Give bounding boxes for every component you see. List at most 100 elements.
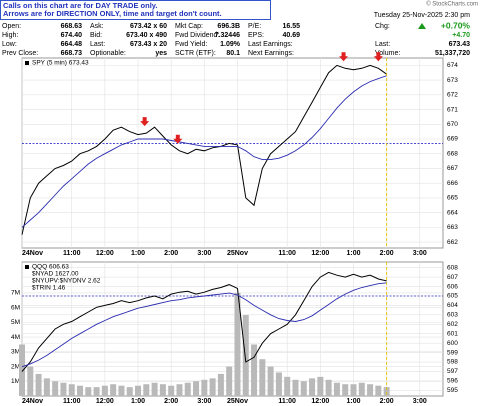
volume-bar [35,373,42,396]
y-tick-label: 670 [447,121,458,128]
date: Tuesday 25-Nov-2025 2:30 pm [374,12,470,19]
direction-arrow [339,52,349,62]
direction-arrow [173,134,183,144]
price-line [21,75,387,228]
quote-value: 668.63 [61,23,83,30]
chg: +4.70 [452,32,470,39]
volume-bar [284,376,291,396]
volume-bar [27,366,34,396]
quote-label: High: [2,32,18,39]
quote-value: 7.32446 [215,32,240,39]
volume: 51,337,720 [435,50,470,57]
quote-label: Last Earnings: [248,41,293,48]
x-tick-label: 3:00 [413,250,427,257]
y-tick-label: 596 [447,378,458,385]
quote-value: 673.40 x 490 [126,32,167,39]
volume-bar [176,384,183,396]
quote-label: Next Earnings: [248,50,294,57]
plot-area [21,261,444,397]
up-icon [418,23,426,29]
notice-line: Calls on this chart are for DAY TRADE on… [3,1,157,10]
notice-line: Arrows are for DIRECTION ONLY, time and … [3,9,222,18]
y-tick-label: 669 [447,136,458,143]
y-tick-label: 672 [447,92,458,99]
quote-value: 40.69 [282,32,300,39]
price-line [21,271,387,372]
watermark: © StockCharts.com [426,1,478,8]
y-tick-label: 667 [447,165,458,172]
x-tick-label: 12:00 [96,250,114,257]
quote-value: yes [155,50,167,57]
volume-bar [367,384,374,396]
volume-bar [193,381,200,396]
volume-bar [383,387,390,396]
quote-value: 668.73 [61,50,83,57]
quote-label: P/E: [248,23,261,30]
y-tick-label: 666 [447,180,458,187]
y-tick-label: 603 [447,312,458,319]
legend-entry: $NYAD 1627.00 [32,271,79,278]
x-tick-label: 2:00 [380,398,394,405]
quote-label: Bid: [90,32,102,39]
y-tick-label: 668 [447,150,458,157]
legend-swatch [25,265,29,269]
x-tick-label: 25Nov [227,250,248,257]
volume-bar [43,378,50,396]
quote-value: 80.1 [226,50,240,57]
price-line [21,282,387,368]
volume-bar [60,382,67,396]
legend-entry: $NYUPV:$NYDNV 2.62 [32,278,101,285]
quote-label: Low: [2,41,17,48]
quote-value: 16.55 [282,23,300,30]
volume-bar [226,366,233,396]
quote-value: 696.3B [217,23,240,30]
volume-bar [342,384,349,396]
y-tick-label: 606 [447,283,458,290]
y-tick-label: 673 [447,77,458,84]
x-tick-label: 3:00 [197,398,211,405]
volume-bar [85,387,92,396]
x-tick-label: 1:00 [346,398,360,405]
volume-bar [317,376,324,396]
y-tick-label: 597 [447,368,458,375]
volume-bar [110,384,117,396]
volume-bar [143,384,150,396]
plot-area [21,57,444,249]
x-tick-label: 2:00 [164,250,178,257]
volume-bar [375,385,382,396]
y-tick-label: 674 [447,62,458,69]
volume-bar [267,366,274,396]
x-tick-label: 25Nov [227,398,248,405]
volume-bar [242,315,249,396]
legend-entry: SPY (5 min) 673.43 [32,60,89,67]
volume-bar [309,378,316,396]
quote-value: 674.40 [61,32,83,39]
volume-bar [251,344,258,396]
x-tick-label: 1:00 [131,398,145,405]
volume-bar [126,387,133,396]
quote-value: 673.43 x 20 [130,41,167,48]
x-tick-label: 1:00 [346,250,360,257]
y-tick-label: 5M [11,319,20,326]
y-tick-label: 665 [447,195,458,202]
legend-swatch [25,61,29,65]
y-tick-label: 602 [447,321,458,328]
quote-label: Optionable: [90,50,126,57]
volume-bar [234,292,241,396]
x-tick-label: 3:00 [413,398,427,405]
y-tick-label: 2M [11,363,20,370]
volume-bar [333,382,340,396]
y-tick-label: 671 [447,106,458,113]
quote-label: Ask: [90,23,104,30]
y-tick-label: 607 [447,274,458,281]
x-tick-label: 11:00 [278,250,296,257]
quote-label: Last: [90,41,105,48]
volume-bar [52,381,59,396]
volume-bar [101,385,108,396]
direction-arrow [373,52,383,62]
x-tick-label: 11:00 [278,398,296,405]
quote-label: Prev Close: [2,50,38,57]
volume-bar [93,387,100,396]
y-tick-label: 6M [11,304,20,311]
y-tick-label: 601 [447,330,458,337]
